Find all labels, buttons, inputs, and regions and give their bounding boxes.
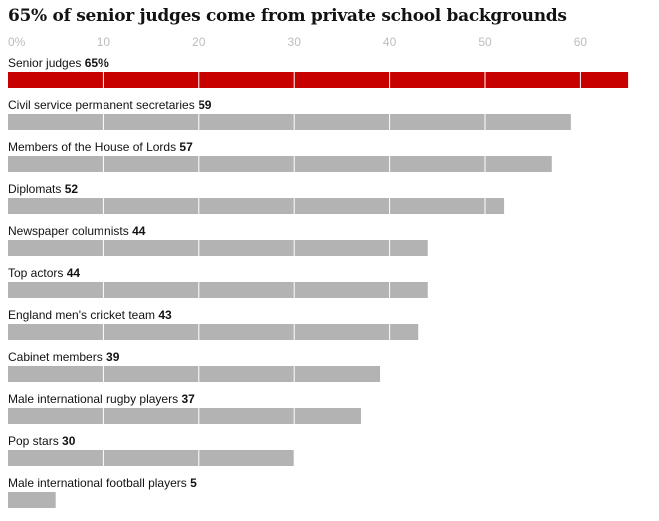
- bar: [8, 282, 428, 298]
- bar-label: Newspaper columnists 44: [8, 224, 146, 238]
- bar: [8, 72, 629, 88]
- x-tick-label: 0%: [8, 35, 26, 49]
- bar-label: Cabinet members 39: [8, 350, 120, 364]
- chart-title: 65% of senior judges come from private s…: [8, 6, 567, 26]
- bar: [8, 450, 295, 466]
- bar-label: Senior judges 65%: [8, 56, 109, 70]
- bar-label: Male international rugby players 37: [8, 392, 195, 406]
- bar-label: Top actors 44: [8, 266, 80, 280]
- bar: [8, 114, 571, 130]
- bar: [8, 240, 428, 256]
- bar-label: Diplomats 52: [8, 182, 78, 196]
- bar: [8, 366, 381, 382]
- bar-label: Male international football players 5: [8, 476, 197, 490]
- bar-label: Pop stars 30: [8, 434, 76, 448]
- bar-label: Members of the House of Lords 57: [8, 140, 193, 154]
- bar-label: Civil service permanent secretaries 59: [8, 98, 212, 112]
- bar: [8, 408, 361, 424]
- bar-label: England men's cricket team 43: [8, 308, 172, 322]
- bar: [8, 324, 419, 340]
- bar: [8, 156, 552, 172]
- bar: [8, 198, 505, 214]
- bar: [8, 492, 56, 508]
